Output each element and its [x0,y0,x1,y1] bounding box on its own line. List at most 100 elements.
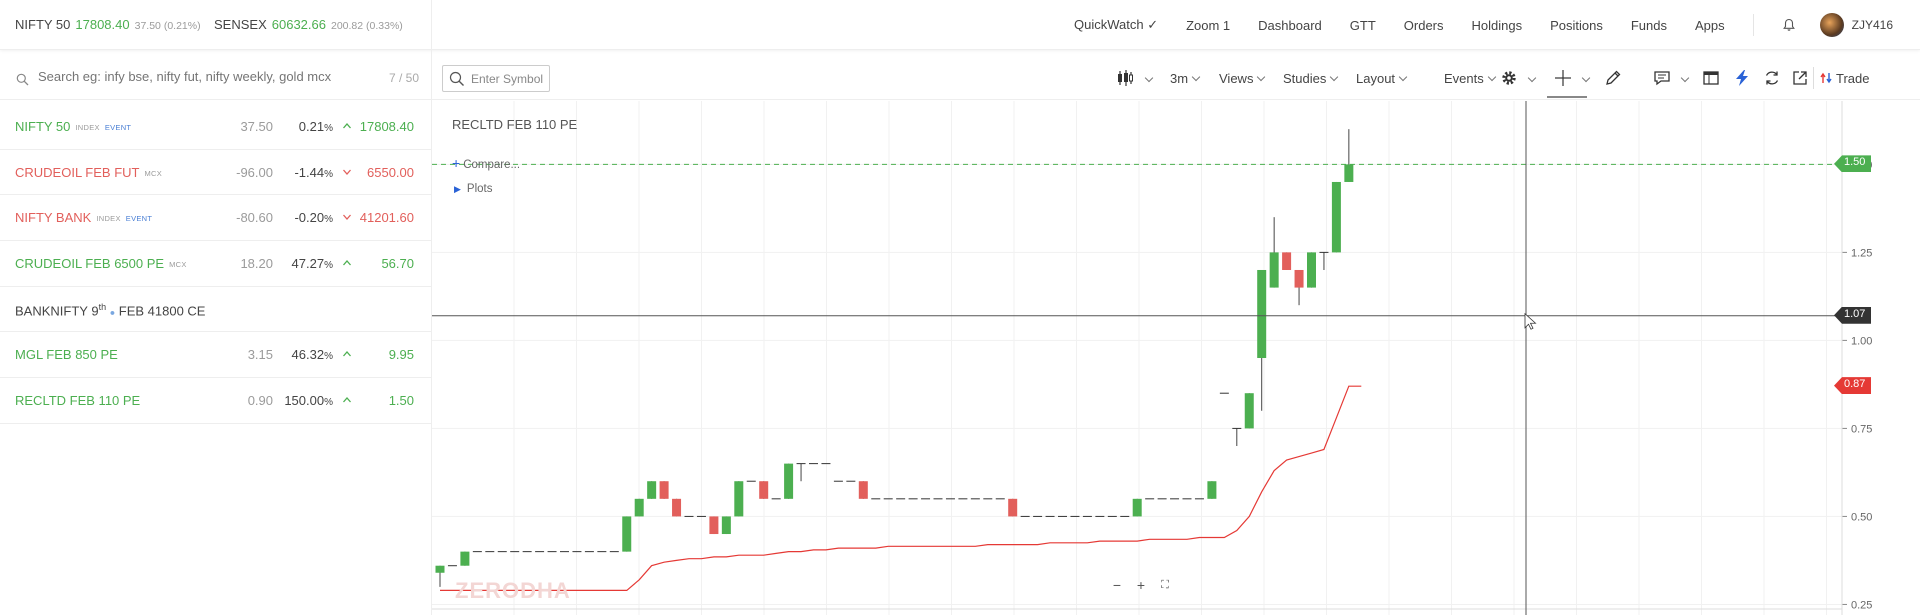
avatar[interactable] [1819,13,1844,37]
gear-icon[interactable] [1500,69,1518,87]
chevron-up-icon [343,260,351,266]
candle-body [1269,252,1279,288]
plots-toggle[interactable]: ▶ Plots [454,183,493,195]
toolbar-divider [1813,67,1814,89]
triangle-right-icon: ▶ [454,184,461,194]
candle-body [721,516,731,535]
net-change: 18.20 [240,256,273,272]
panel-divider [431,0,432,615]
bell-icon[interactable] [1782,18,1796,32]
candle-body [734,481,744,517]
instrument-name: CRUDEOIL FEB 6500 PE MCX [15,256,187,272]
chevron-down-icon [1191,72,1201,82]
trade-button[interactable]: Trade [1820,71,1869,86]
watermark-logo: ZERODHA [455,578,571,603]
watchlist-row[interactable]: MGL FEB 850 PE 3.15 46.32% 9.95 [0,332,431,379]
chevron-up-icon [343,123,351,129]
last-price: 17808.40 [359,119,414,134]
chevron-down-icon [1487,72,1496,82]
candle-body [1008,498,1018,517]
percent-change: -1.44% [294,164,333,180]
watchlist-row[interactable]: NIFTY BANK INDEX EVENT -80.60 -0.20% 41201… [0,195,431,242]
nav-quickwatch[interactable]: QuickWatch ✓ [1074,17,1159,32]
popout-icon[interactable] [1791,69,1809,87]
candlestick-icon[interactable] [1116,69,1134,87]
candle-body [1207,481,1217,499]
watchlist-row[interactable]: CRUDEOIL FEB FUT MCX -96.00 -1.44% 6550.0… [0,150,431,196]
percent-change: 150.00% [284,393,333,409]
instrument-name: RECLTD FEB 110 PE [15,393,141,409]
watchlist-count: 7 / 50 [388,71,419,85]
indicator-line [440,385,1362,591]
candle-body [1294,269,1304,288]
nav-dashboard[interactable]: Dashboard [1258,17,1322,33]
compare-button[interactable]: + Compare... [452,155,521,171]
y-tick-label: 0.25 [1851,599,1872,611]
nav-orders[interactable]: Orders [1403,17,1444,33]
y-tick-label: 0.50 [1851,511,1872,523]
menu-studies[interactable]: Studies [1283,71,1339,86]
user-id[interactable]: ZJY416 [1851,18,1893,32]
nav-positions[interactable]: Positions [1550,17,1603,33]
chevron-down-icon [343,214,351,221]
last-price: 9.95 [388,347,414,363]
instrument-name: BANKNIFTY 9th ● FEB 41800 CE [15,301,206,319]
index-nifty[interactable]: NIFTY 50 17808.40 37.50 (0.21%) [15,17,201,32]
tag-index: INDEX [75,123,100,132]
main-nav: QuickWatch ✓ Zoom 1 Dashboard GTT Orders… [1074,0,1893,50]
candle-body [858,481,868,499]
index-sensex[interactable]: SENSEX 60632.66 200.82 (0.33%) [214,17,403,32]
symbol-placeholder: Enter Symbol [471,72,544,86]
nav-holdings[interactable]: Holdings [1471,17,1523,33]
nav-zoom[interactable]: Zoom 1 [1186,17,1231,33]
menu-layout[interactable]: Layout [1356,71,1408,86]
tag-exchange: MCX [144,168,163,178]
percent-change: 0.21% [298,119,333,134]
candle-body [622,516,632,552]
chevron-down-icon[interactable] [1680,73,1690,83]
active-tool-indicator [1547,96,1587,98]
zoom-out-button[interactable]: − [1112,577,1122,593]
candle-body [1282,252,1292,270]
percent-change: 47.27% [291,256,333,272]
lightning-icon[interactable] [1734,69,1750,87]
candle-body [784,463,794,499]
fullscreen-button[interactable]: ⛶ [1161,579,1169,591]
instrument-name: NIFTY BANK INDEX EVENT [15,210,153,226]
watchlist-row[interactable]: NIFTY 50 INDEX EVENT 37.50 0.21% 17808.40 [0,104,431,150]
chevron-down-icon[interactable] [1144,73,1154,83]
chevron-down-icon[interactable] [1527,73,1537,83]
menu-views[interactable]: Views [1219,71,1266,86]
pencil-icon[interactable] [1604,69,1622,87]
search-input[interactable] [38,69,358,84]
zoom-in-button[interactable]: + [1136,577,1146,593]
nav-divider [1752,14,1754,36]
nav-gtt[interactable]: GTT [1349,17,1376,33]
menu-events[interactable]: Events [1444,71,1496,86]
candle-body [634,498,644,517]
last-price: 41201.60 [359,210,414,226]
candle-body [1257,269,1267,358]
nav-funds[interactable]: Funds [1630,17,1667,33]
net-change: 37.50 [240,119,273,134]
tag-exchange: MCX [169,260,187,270]
chevron-down-icon[interactable] [1581,73,1591,83]
nav-apps[interactable]: Apps [1695,17,1725,33]
price-chart[interactable]: 1.50 1.25 1.00 0.75 0.50 0.25 [432,101,1920,615]
chart-area[interactable]: 1.50 1.25 1.00 0.75 0.50 0.25 [432,101,1920,615]
last-price: 6550.00 [367,164,414,180]
watchlist-row[interactable]: RECLTD FEB 110 PE 0.90 150.00% 1.50 [0,378,431,424]
crosshair-icon[interactable] [1554,69,1572,87]
refresh-icon[interactable] [1763,69,1781,87]
candle-body [460,551,470,566]
interval-select[interactable]: 3m [1170,71,1201,86]
tag-event: EVENT [125,214,153,224]
candle-body [1331,181,1341,253]
percent-change: 46.32% [291,347,333,363]
candle-body [1307,252,1316,288]
table-icon[interactable] [1702,69,1720,87]
comment-icon[interactable] [1653,69,1671,87]
watchlist-row[interactable]: CRUDEOIL FEB 6500 PE MCX 18.20 47.27% 56.… [0,241,431,287]
symbol-input[interactable]: Enter Symbol [442,65,550,92]
watchlist-row[interactable]: BANKNIFTY 9th ● FEB 41800 CE [0,287,431,333]
